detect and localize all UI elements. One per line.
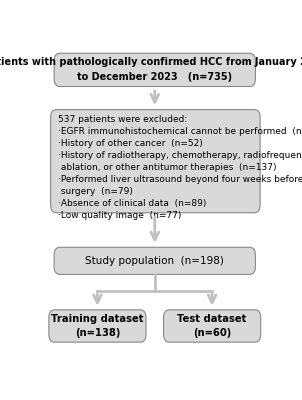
FancyBboxPatch shape <box>51 110 260 213</box>
Text: Training dataset
(n=138): Training dataset (n=138) <box>51 314 144 338</box>
FancyBboxPatch shape <box>54 247 255 274</box>
Text: Test dataset
(n=60): Test dataset (n=60) <box>178 314 247 338</box>
Text: Patients with pathologically confirmed HCC from January 2021
to December 2023   : Patients with pathologically confirmed H… <box>0 58 302 82</box>
FancyBboxPatch shape <box>54 53 255 86</box>
FancyBboxPatch shape <box>49 310 146 342</box>
Text: Study population  (n=198): Study population (n=198) <box>85 256 224 266</box>
Text: 537 patients were excluded:
·EGFR immunohistochemical cannot be performed  (n=10: 537 patients were excluded: ·EGFR immuno… <box>58 115 302 220</box>
FancyBboxPatch shape <box>164 310 261 342</box>
